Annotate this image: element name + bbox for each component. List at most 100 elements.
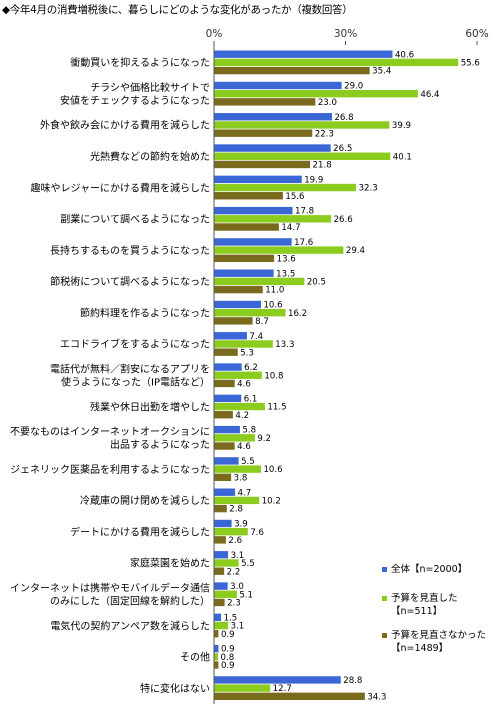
bar <box>214 504 227 513</box>
bar <box>214 113 332 121</box>
bar <box>214 175 302 184</box>
bar <box>214 58 459 67</box>
bar <box>214 98 316 106</box>
data-label: 20.5 <box>307 278 326 288</box>
bar <box>214 402 265 411</box>
data-label: 26.6 <box>334 215 353 225</box>
legend-label: 【n=1489】 <box>391 643 448 654</box>
data-label: 11.0 <box>265 286 284 296</box>
data-label: 0.9 <box>221 661 235 671</box>
category-label: のみにした（固定回線を解約した） <box>50 595 210 608</box>
bar <box>214 363 242 371</box>
bar <box>214 527 248 536</box>
data-label: 4.6 <box>237 442 251 452</box>
bar <box>214 457 239 465</box>
data-label: 19.9 <box>304 175 323 185</box>
category-label: チラシや価格比較サイトで <box>90 81 210 94</box>
category-label: ジェネリック医薬品を利用するようになった <box>10 464 210 476</box>
bar <box>214 473 232 482</box>
category-label: 電気代の契約アンペア数を減らした <box>50 619 210 632</box>
category-label: 家庭菜園を始めた <box>130 557 210 570</box>
data-label: 13.5 <box>276 269 295 279</box>
bar <box>214 613 222 622</box>
category-label: 趣味やレジャーにかける費用を減らした <box>31 181 211 194</box>
category-label: 長持ちするものを買うようになった <box>50 244 210 257</box>
category-label: 不要なものはインターネットオークションに <box>10 426 210 438</box>
bar <box>214 340 273 348</box>
data-label: 5.5 <box>241 457 255 467</box>
bar <box>214 465 261 473</box>
bar <box>214 379 235 388</box>
bar <box>214 567 225 575</box>
legend-swatch <box>382 633 387 638</box>
bar <box>214 332 247 340</box>
bar <box>214 160 311 169</box>
category-label: 節約料理を作るようになった <box>80 306 210 319</box>
bar <box>214 81 342 90</box>
category-label: 残業や休日出勤を増やした <box>90 400 210 413</box>
data-label: 17.8 <box>295 207 314 217</box>
bar <box>214 317 253 325</box>
data-label: 2.2 <box>227 567 241 577</box>
bar <box>214 684 271 692</box>
data-label: 17.6 <box>294 238 313 248</box>
data-label: 34.3 <box>367 692 386 702</box>
legend-swatch <box>382 596 387 601</box>
bar <box>214 121 390 129</box>
data-label: 2.8 <box>229 505 243 515</box>
category-label: 安値をチェックするようになった <box>60 94 210 107</box>
bar <box>214 277 305 286</box>
x-tick-label: 30% <box>334 28 357 40</box>
category-label: 使うようになった（IP電話など） <box>61 376 210 389</box>
data-label: 4.7 <box>238 488 252 498</box>
bar <box>214 348 238 356</box>
bar <box>214 551 229 559</box>
bar <box>214 488 236 496</box>
data-label: 29.4 <box>346 246 365 256</box>
bar <box>214 661 219 669</box>
data-label: 3.1 <box>231 551 245 561</box>
data-label: 5.1 <box>239 590 253 600</box>
bar <box>214 192 283 200</box>
category-label: 出品するようになった <box>110 438 210 451</box>
bar <box>214 442 235 450</box>
bar <box>214 152 391 160</box>
bar <box>214 536 226 544</box>
category-label: 光熱費などの節約を始めた <box>90 150 210 163</box>
data-label: 22.3 <box>315 129 334 139</box>
x-tick-label: 0% <box>206 28 223 40</box>
bar <box>214 598 225 607</box>
legend-label: 予算を見直さなかった <box>391 629 486 641</box>
data-label: 14.7 <box>281 223 300 233</box>
data-label: 55.6 <box>461 59 480 69</box>
bar <box>214 394 242 403</box>
data-label: 6.2 <box>244 363 258 373</box>
category-label: 衝動買いを抑えるようになった <box>70 56 210 69</box>
bar <box>214 582 228 590</box>
data-label: 10.8 <box>264 371 283 381</box>
bar <box>214 644 219 653</box>
bar <box>214 496 260 505</box>
data-label: 21.8 <box>313 161 332 171</box>
bar <box>214 254 275 263</box>
data-label: 10.6 <box>263 301 282 311</box>
bar <box>214 653 219 661</box>
category-label: 外食や飲み会にかける費用を減らした <box>40 119 210 132</box>
data-label: 40.1 <box>393 152 412 162</box>
bar <box>214 630 219 638</box>
bar <box>214 371 262 379</box>
bar <box>214 559 239 567</box>
data-label: 13.3 <box>275 340 294 350</box>
bar <box>214 434 255 442</box>
data-label: 3.9 <box>234 520 248 530</box>
data-label: 3.8 <box>234 473 248 483</box>
data-label: 1.5 <box>224 613 238 623</box>
legend-label: 予算を見直した <box>391 592 458 604</box>
chart-title: ◆今年4月の消費増税後に、暮らしにどのような変化があったか（複数回答） <box>2 4 353 16</box>
data-label: 13.6 <box>277 254 296 264</box>
data-label: 8.7 <box>255 317 269 327</box>
data-label: 10.2 <box>262 497 281 507</box>
bar <box>214 89 418 98</box>
data-label: 11.5 <box>267 403 286 413</box>
x-tick-label: 60% <box>465 28 488 40</box>
